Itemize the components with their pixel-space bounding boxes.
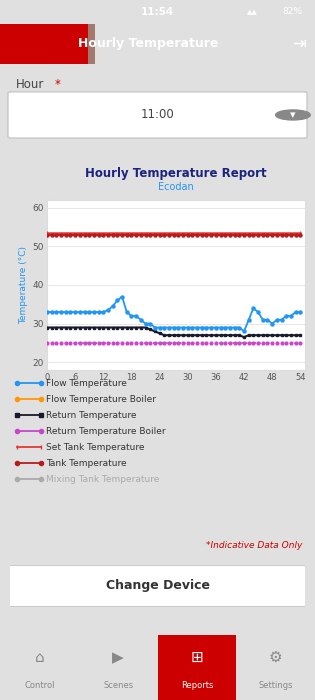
Text: Tank Temperature: Tank Temperature — [46, 458, 126, 468]
Bar — [0, 24, 88, 64]
Text: Scenes: Scenes — [103, 681, 133, 690]
Text: Flow Temperature Boiler: Flow Temperature Boiler — [46, 395, 156, 403]
Text: ⚙: ⚙ — [269, 650, 283, 665]
Text: Hourly Temperature: Hourly Temperature — [78, 38, 218, 50]
FancyBboxPatch shape — [8, 92, 307, 138]
Text: 11:54: 11:54 — [141, 7, 174, 17]
Y-axis label: Temperature (°C): Temperature (°C) — [20, 246, 29, 324]
Bar — [158, 635, 236, 700]
Text: 82%: 82% — [283, 8, 302, 17]
Text: ▲▲: ▲▲ — [247, 9, 257, 15]
Text: Control: Control — [24, 681, 54, 690]
Text: ⌂: ⌂ — [35, 650, 44, 665]
Text: Settings: Settings — [258, 681, 293, 690]
Text: Hour: Hour — [16, 78, 44, 90]
FancyBboxPatch shape — [0, 565, 315, 607]
Text: Mixing Tank Temperature: Mixing Tank Temperature — [46, 475, 159, 484]
Text: ⊞: ⊞ — [191, 650, 203, 665]
Text: Reports: Reports — [181, 681, 213, 690]
Circle shape — [276, 110, 310, 120]
Text: Hourly Temperature Report: Hourly Temperature Report — [85, 167, 267, 179]
Text: ▾: ▾ — [290, 110, 296, 120]
Text: ▶: ▶ — [112, 650, 124, 665]
Bar — [88, 24, 94, 64]
Text: *Indicative Data Only: *Indicative Data Only — [206, 540, 302, 550]
Text: *: * — [55, 78, 61, 90]
Text: ⇥: ⇥ — [292, 35, 306, 53]
Text: 11:00: 11:00 — [140, 108, 175, 122]
Text: Return Temperature Boiler: Return Temperature Boiler — [46, 426, 165, 435]
Text: Flow Temperature: Flow Temperature — [46, 379, 127, 388]
Text: Return Temperature: Return Temperature — [46, 410, 136, 419]
Text: Change Device: Change Device — [106, 579, 209, 592]
Text: Set Tank Temperature: Set Tank Temperature — [46, 442, 144, 452]
Text: Ecodan: Ecodan — [158, 182, 194, 192]
